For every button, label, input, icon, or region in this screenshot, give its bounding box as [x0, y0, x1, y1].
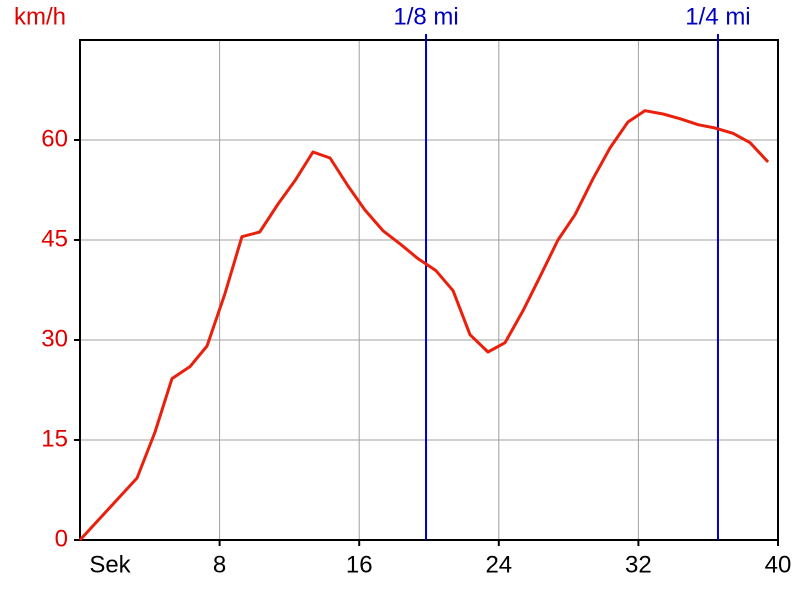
distance-marker-label: 1/4 mi — [685, 3, 750, 30]
y-tick-label: 15 — [41, 425, 68, 452]
plot-area — [80, 40, 778, 540]
x-axis-label: Sek — [89, 551, 131, 578]
y-axis-label: km/h — [14, 3, 66, 30]
x-tick-label: 32 — [625, 551, 652, 578]
y-tick-label: 60 — [41, 125, 68, 152]
x-tick-label: 24 — [485, 551, 512, 578]
speed-line — [78, 109, 770, 542]
x-tick-label: 16 — [346, 551, 373, 578]
y-tick-label: 45 — [41, 225, 68, 252]
y-tick-label: 30 — [41, 325, 68, 352]
plot-frame — [79, 39, 779, 541]
x-tick-label: 40 — [765, 551, 792, 578]
x-tick-label: 8 — [213, 551, 226, 578]
distance-marker-label: 1/8 mi — [393, 3, 458, 30]
y-tick-label: 0 — [55, 525, 68, 552]
